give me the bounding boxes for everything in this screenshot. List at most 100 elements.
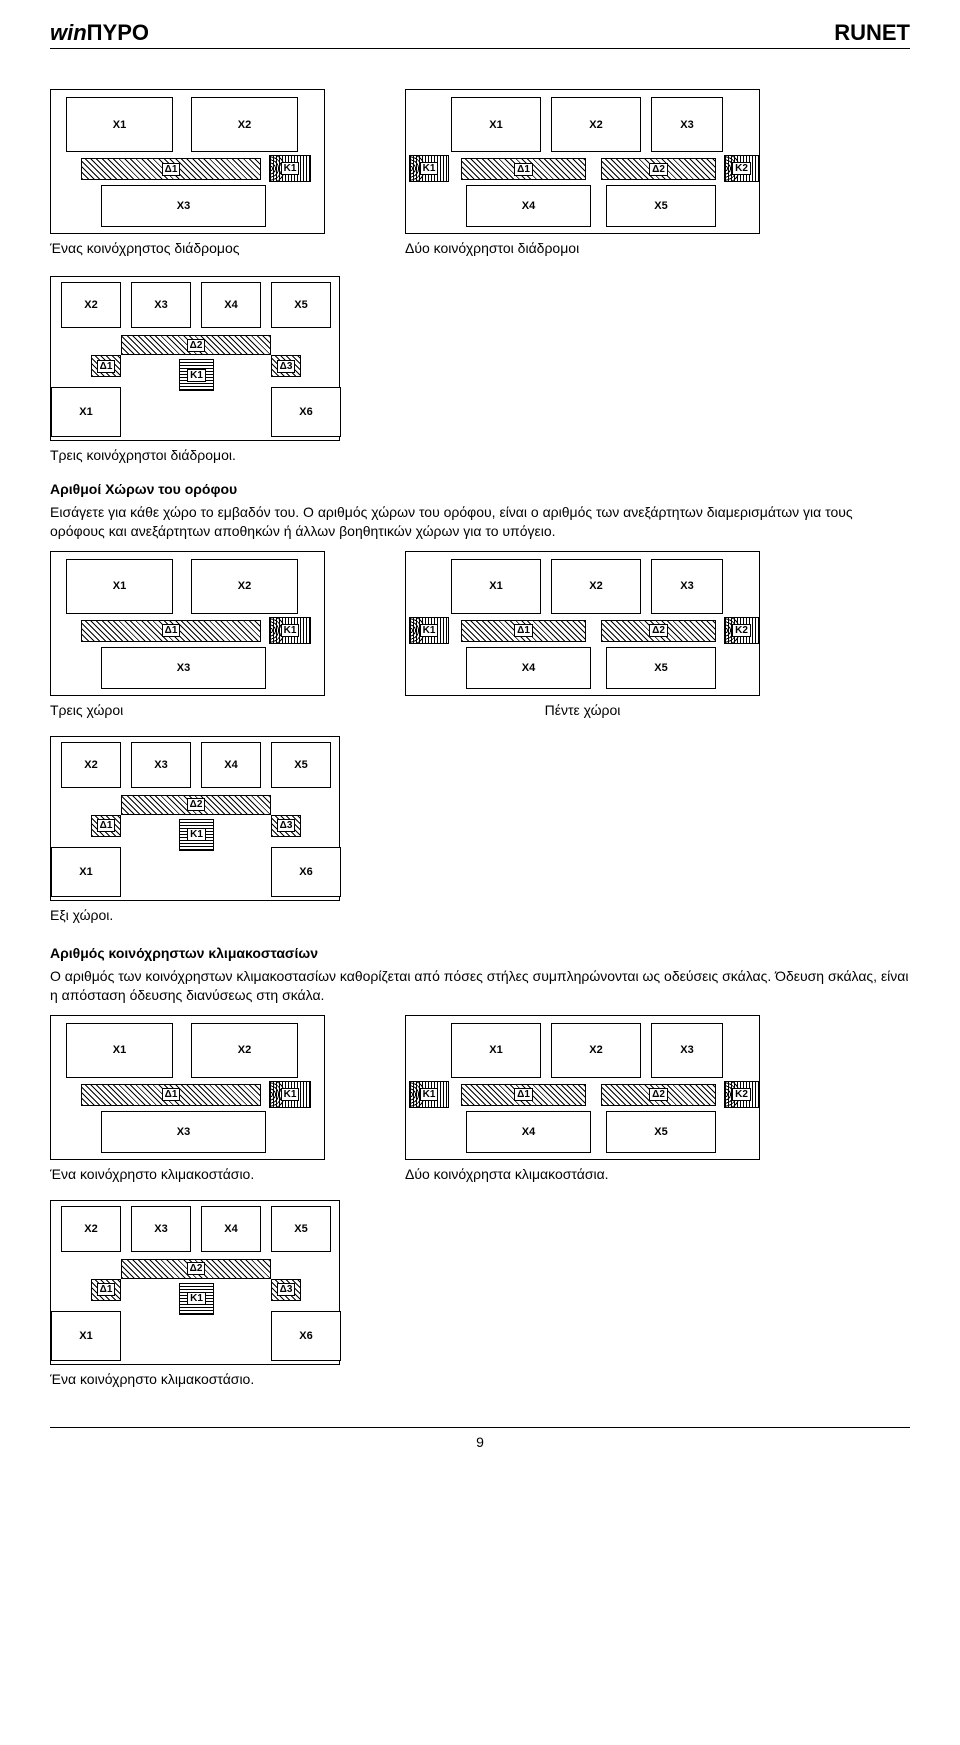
diagram-five-rooms: X1 X2 X3 K1 Δ1 Δ2 K2 X4 X5 [405,551,760,696]
r5-x3: X3 [651,559,723,614]
heading-floor-rooms: Αριθμοί Χώρων του ορόφου [50,481,910,497]
s2-d1-label: Δ1 [514,1088,533,1101]
sc-x6: X6 [271,1311,341,1361]
s2-x3: X3 [651,1023,723,1078]
row-stairs: X1 X2 Δ1 K1 X3 Ένα κοινόχρηστο κλιμακοστ… [50,1015,910,1182]
s1-x2: X2 [191,1023,298,1078]
corridor-d1: Δ1 [81,158,261,180]
sc-x3: X3 [131,1206,191,1252]
sc-x4: X4 [201,1206,261,1252]
para-rooms-intro: Εισάγετε για κάθε χώρο το εμβαδόν του. Ο… [50,503,910,541]
caption-three-corridors: Τρεις κοινόχρηστοι διάδρομοι. [50,447,910,463]
room-x2: X2 [191,97,298,152]
header-left: winΠΥΡΟ [50,20,149,46]
s2-d1: Δ1 [461,1084,586,1106]
col-three-rooms: X1 X2 Δ1 K1 X3 Τρεις χώροι [50,551,325,718]
page-footer: 9 [50,1427,910,1450]
diagram-three-corridors: X2 X3 X4 X5 Δ2 Δ1 Δ3 K1 X1 X6 [50,276,340,441]
caption-one-stair: Ένα κοινόχρηστο κλιμακοστάσιο. [50,1166,325,1182]
header-left-rest: ΠΥΡΟ [87,20,149,45]
page-header: winΠΥΡΟ RUNET [50,20,910,49]
r6-k1-label: K1 [187,828,206,841]
corridor-d2-b-label: Δ2 [649,163,668,176]
sc-x5: X5 [271,1206,331,1252]
r6-x4: X4 [201,742,261,788]
header-right: RUNET [834,20,910,46]
room-x3-b: X3 [651,97,723,152]
s1-x1: X1 [66,1023,173,1078]
header-left-prefix: win [50,20,87,45]
r3-d1-label: Δ1 [162,624,181,637]
room-x5-c: X5 [271,282,331,328]
stair-k1: K1 [269,155,311,182]
room-x1: X1 [66,97,173,152]
r5-k1-label: K1 [420,624,439,637]
s1-d1-label: Δ1 [162,1088,181,1101]
room-x5-b: X5 [606,185,716,227]
caption-one-stair-b: Ένα κοινόχρηστο κλιμακοστάσιο. [50,1371,910,1387]
col-diag-b: X1 X2 X3 K1 Δ1 Δ2 K2 X4 X5 Δύο κοινόχρησ… [405,89,760,256]
r5-x1: X1 [451,559,541,614]
r5-k2: K2 [724,617,759,644]
r6-x3: X3 [131,742,191,788]
stair-k2-b: K2 [724,155,759,182]
room-x1-c: X1 [51,387,121,437]
row-six-rooms: X2 X3 X4 X5 Δ2 Δ1 Δ3 K1 X1 X6 Εξι χώροι. [50,736,910,923]
stair-k1-b: K1 [409,155,449,182]
corridor-d3-c-label: Δ3 [277,360,296,373]
col-two-stairs: X1 X2 X3 K1 Δ1 Δ2 K2 X4 X5 Δύο κοινόχρησ… [405,1015,760,1182]
r6-k1: K1 [179,819,214,851]
s1-k1-label: K1 [281,1088,300,1101]
stair-k1-b-label: K1 [420,162,439,175]
s2-x2: X2 [551,1023,641,1078]
room-x2-c: X2 [61,282,121,328]
r6-x2: X2 [61,742,121,788]
caption-three-rooms: Τρεις χώροι [50,702,325,718]
r5-x2: X2 [551,559,641,614]
r5-k2-label: K2 [732,624,751,637]
row-three-corridors: X2 X3 X4 X5 Δ2 Δ1 Δ3 K1 X1 X6 Τρεις κοιν… [50,276,910,463]
col-one-stair: X1 X2 Δ1 K1 X3 Ένα κοινόχρηστο κλιμακοστ… [50,1015,325,1182]
diagram-two-stairs: X1 X2 X3 K1 Δ1 Δ2 K2 X4 X5 [405,1015,760,1160]
r3-k1: K1 [269,617,311,644]
caption-two-corridors: Δύο κοινόχρηστοι διάδρομοι [405,240,760,256]
corridor-d2-c-label: Δ2 [187,339,206,352]
room-x2-b: X2 [551,97,641,152]
r6-d2: Δ2 [121,795,271,815]
stair-k1-label: K1 [281,162,300,175]
r5-d1: Δ1 [461,620,586,642]
s2-k2-label: K2 [732,1088,751,1101]
diagram-six-rooms: X2 X3 X4 X5 Δ2 Δ1 Δ3 K1 X1 X6 [50,736,340,901]
r3-x1: X1 [66,559,173,614]
col-diag-a: X1 X2 Δ1 K1 X3 Ένας κοινόχρηστος διάδρομ… [50,89,325,256]
r5-d2-label: Δ2 [649,624,668,637]
caption-one-corridor: Ένας κοινόχρηστος διάδρομος [50,240,325,256]
room-x4-b: X4 [466,185,591,227]
r6-d2-label: Δ2 [187,798,206,811]
row-one-stair-c: X2 X3 X4 X5 Δ2 Δ1 Δ3 K1 X1 X6 Ένα κοινόχ… [50,1200,910,1387]
corridor-d1-c: Δ1 [91,355,121,377]
page-number: 9 [476,1434,484,1450]
r3-k1-label: K1 [281,624,300,637]
diagram-two-corridors: X1 X2 X3 K1 Δ1 Δ2 K2 X4 X5 [405,89,760,234]
corridor-d3-c: Δ3 [271,355,301,377]
s2-k1: K1 [409,1081,449,1108]
r5-d1-label: Δ1 [514,624,533,637]
diagram-one-corridor: X1 X2 Δ1 K1 X3 [50,89,325,234]
sc-k1-label: K1 [187,1292,206,1305]
corridor-d2-b: Δ2 [601,158,716,180]
sc-x2: X2 [61,1206,121,1252]
r6-d3: Δ3 [271,815,301,837]
sc-d3-label: Δ3 [277,1283,296,1296]
sc-d1: Δ1 [91,1279,121,1301]
sc-x1: X1 [51,1311,121,1361]
col-five-rooms: X1 X2 X3 K1 Δ1 Δ2 K2 X4 X5 Πέντε χώροι [405,551,760,718]
r6-d1-label: Δ1 [97,819,116,832]
corridor-d1-b: Δ1 [461,158,586,180]
room-x3-c: X3 [131,282,191,328]
diagram-one-stair: X1 X2 Δ1 K1 X3 [50,1015,325,1160]
s2-d2: Δ2 [601,1084,716,1106]
r3-x2: X2 [191,559,298,614]
s2-x5: X5 [606,1111,716,1153]
caption-six-rooms: Εξι χώροι. [50,907,910,923]
